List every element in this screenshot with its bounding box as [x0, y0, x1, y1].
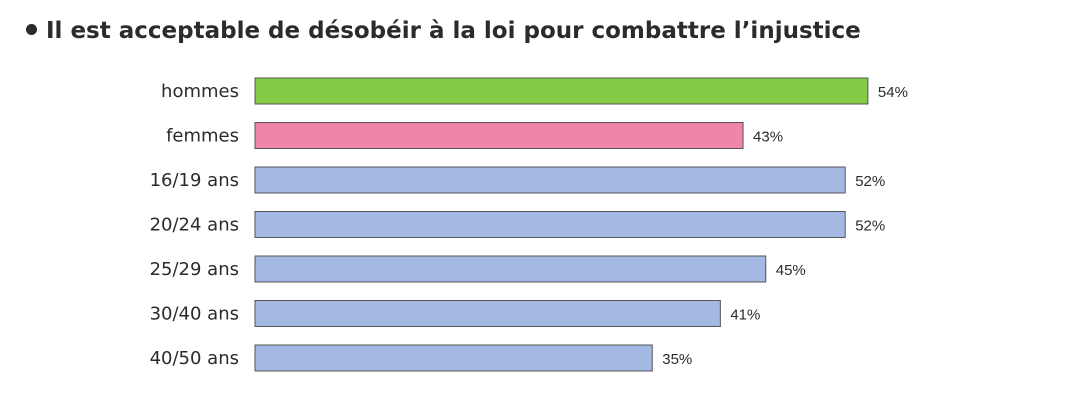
value-label: 54%: [878, 84, 908, 101]
value-label: 45%: [776, 262, 806, 279]
bar: [254, 77, 869, 105]
value-label: 43%: [753, 129, 783, 146]
bar: [254, 211, 846, 238]
chart-title-text: Il est acceptable de désobéir à la loi p…: [46, 18, 861, 44]
category-label: 20/24 ans: [150, 215, 239, 236]
category-label: 25/29 ans: [150, 259, 239, 280]
value-label: 35%: [662, 351, 692, 368]
category-label: 30/40 ans: [150, 304, 239, 325]
value-label: 52%: [855, 173, 885, 190]
value-label: 52%: [855, 218, 885, 235]
bullet-icon: [26, 24, 37, 35]
bar: [254, 300, 721, 327]
bar: [254, 122, 744, 149]
chart-title: Il est acceptable de désobéir à la loi p…: [26, 18, 861, 44]
category-label: femmes: [166, 126, 239, 147]
category-label: 40/50 ans: [150, 348, 239, 369]
value-label: 41%: [730, 307, 760, 324]
bar: [254, 255, 767, 283]
category-label: hommes: [161, 81, 239, 102]
category-label: 16/19 ans: [150, 170, 239, 191]
bar: [254, 344, 653, 372]
bar: [254, 166, 846, 194]
